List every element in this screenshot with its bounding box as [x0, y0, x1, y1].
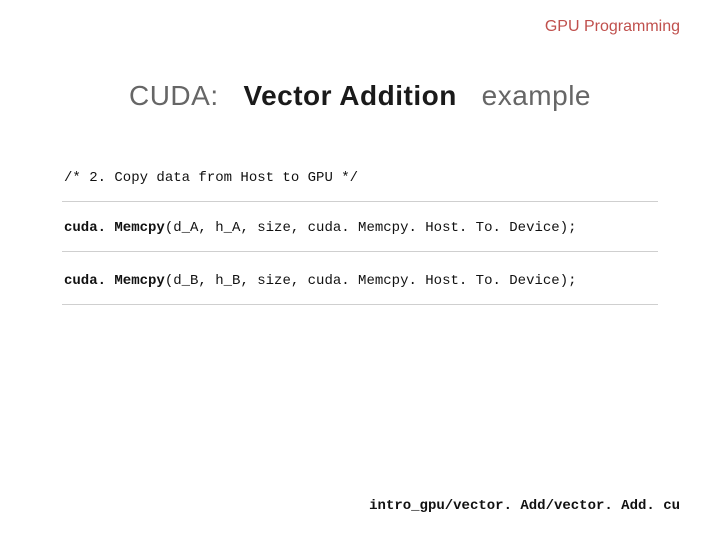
code-line-1: cuda. Memcpy(d_A, h_A, size, cuda. Memcp…	[62, 205, 658, 252]
title-example: example	[482, 80, 591, 111]
code-line-1-keyword: cuda. Memcpy	[64, 220, 165, 236]
slide-footer-path: intro_gpu/vector. Add/vector. Add. cu	[369, 498, 680, 514]
code-line-2-rest: (d_B, h_B, size, cuda. Memcpy. Host. To.…	[165, 273, 577, 289]
code-line-2-keyword: cuda. Memcpy	[64, 273, 165, 289]
code-line-2: cuda. Memcpy(d_B, h_B, size, cuda. Memcp…	[62, 258, 658, 305]
title-vector-addition: Vector Addition	[243, 80, 456, 111]
code-comment-text: /* 2. Copy data from Host to GPU */	[64, 170, 358, 186]
slide-header: GPU Programming	[545, 18, 680, 36]
title-cuda: CUDA:	[129, 80, 219, 111]
code-comment-line: /* 2. Copy data from Host to GPU */	[62, 155, 658, 202]
code-line-1-rest: (d_A, h_A, size, cuda. Memcpy. Host. To.…	[165, 220, 577, 236]
slide-title: CUDA: Vector Addition example	[0, 80, 720, 112]
slide: GPU Programming CUDA: Vector Addition ex…	[0, 0, 720, 540]
